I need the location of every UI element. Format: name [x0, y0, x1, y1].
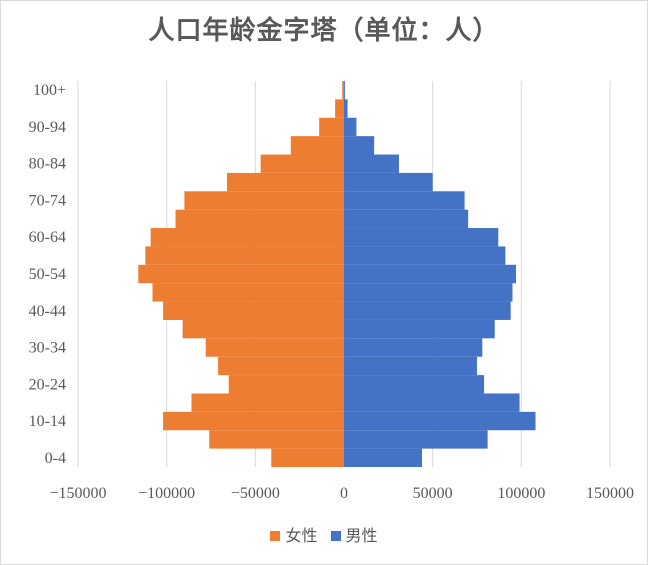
bar-male: [344, 411, 536, 431]
bar-female: [145, 246, 344, 265]
bar-male: [344, 99, 348, 118]
x-tick-label: 50000: [413, 485, 453, 502]
x-axis-labels: −150000 −100000 −50000 0 50000 100000 150000: [49, 485, 634, 502]
bar-male: [344, 209, 469, 229]
legend-swatch-female: [270, 531, 281, 541]
legend-swatch-male: [330, 531, 341, 541]
bar-female: [150, 228, 344, 247]
x-tick-label: 150000: [586, 485, 634, 502]
bar-female: [191, 393, 344, 412]
bar-male: [344, 136, 375, 155]
y-tick-label: 10-14: [29, 413, 66, 430]
bar-female: [175, 209, 344, 229]
bar-male: [344, 319, 495, 339]
bar-male: [344, 117, 357, 137]
legend: 女性 男性: [0, 522, 648, 546]
bar-male: [344, 393, 520, 412]
y-tick-label: 40-44: [29, 303, 66, 320]
bar-male: [344, 172, 433, 192]
y-tick-label: 20-24: [29, 376, 66, 393]
y-tick-label: 80-84: [29, 156, 66, 173]
y-tick-label: 100+: [33, 82, 66, 99]
bar-female: [163, 411, 344, 431]
y-tick-label: 0-4: [45, 450, 66, 467]
legend-item-male: 男性: [330, 522, 378, 546]
x-tick-label: −50000: [231, 485, 280, 502]
y-tick-label: 90-94: [29, 119, 66, 136]
bar-male: [344, 81, 345, 100]
legend-label-male: 男性: [345, 526, 378, 545]
bar-female: [152, 283, 344, 302]
y-tick-label: 60-64: [29, 229, 66, 246]
bar-male: [344, 338, 483, 357]
bar-male: [344, 246, 506, 265]
bar-female: [260, 154, 344, 173]
x-tick-label: −150000: [49, 485, 106, 502]
chart-title: 人口年龄金字塔（单位：人）: [148, 16, 500, 46]
bar-male: [344, 301, 511, 320]
bar-male: [344, 283, 513, 302]
bar-female: [138, 264, 344, 284]
bar-female: [319, 117, 344, 137]
bar-female: [163, 301, 344, 320]
bar-male: [344, 356, 477, 376]
x-tick-label: −100000: [138, 485, 195, 502]
x-tick-label: 100000: [497, 485, 545, 502]
bars: [138, 81, 536, 467]
y-tick-label: 30-34: [29, 340, 66, 357]
bar-female: [335, 99, 344, 118]
bar-female: [290, 136, 344, 155]
legend-item-female: 女性: [270, 522, 317, 546]
bar-male: [344, 191, 465, 210]
bar-male: [344, 448, 423, 467]
bar-female: [226, 172, 344, 192]
bar-male: [344, 154, 399, 173]
bar-male: [344, 430, 488, 449]
bar-female: [182, 319, 344, 339]
bar-female: [218, 356, 344, 376]
bar-female: [205, 338, 344, 357]
bar-female: [271, 448, 344, 467]
bar-male: [344, 228, 499, 247]
bar-male: [344, 264, 517, 284]
y-axis-labels: 0-4 10-14 20-24 30-34 40-44 50-54 60-64 70-74 80…: [29, 82, 66, 467]
bar-female: [209, 430, 344, 449]
x-tick-label: 0: [340, 485, 348, 502]
bar-male: [344, 375, 485, 394]
bar-female: [184, 191, 344, 210]
legend-label-female: 女性: [285, 526, 318, 545]
bar-female: [228, 375, 344, 394]
y-tick-label: 50-54: [29, 266, 66, 283]
bar-female: [342, 81, 344, 100]
y-tick-label: 70-74: [29, 192, 66, 209]
